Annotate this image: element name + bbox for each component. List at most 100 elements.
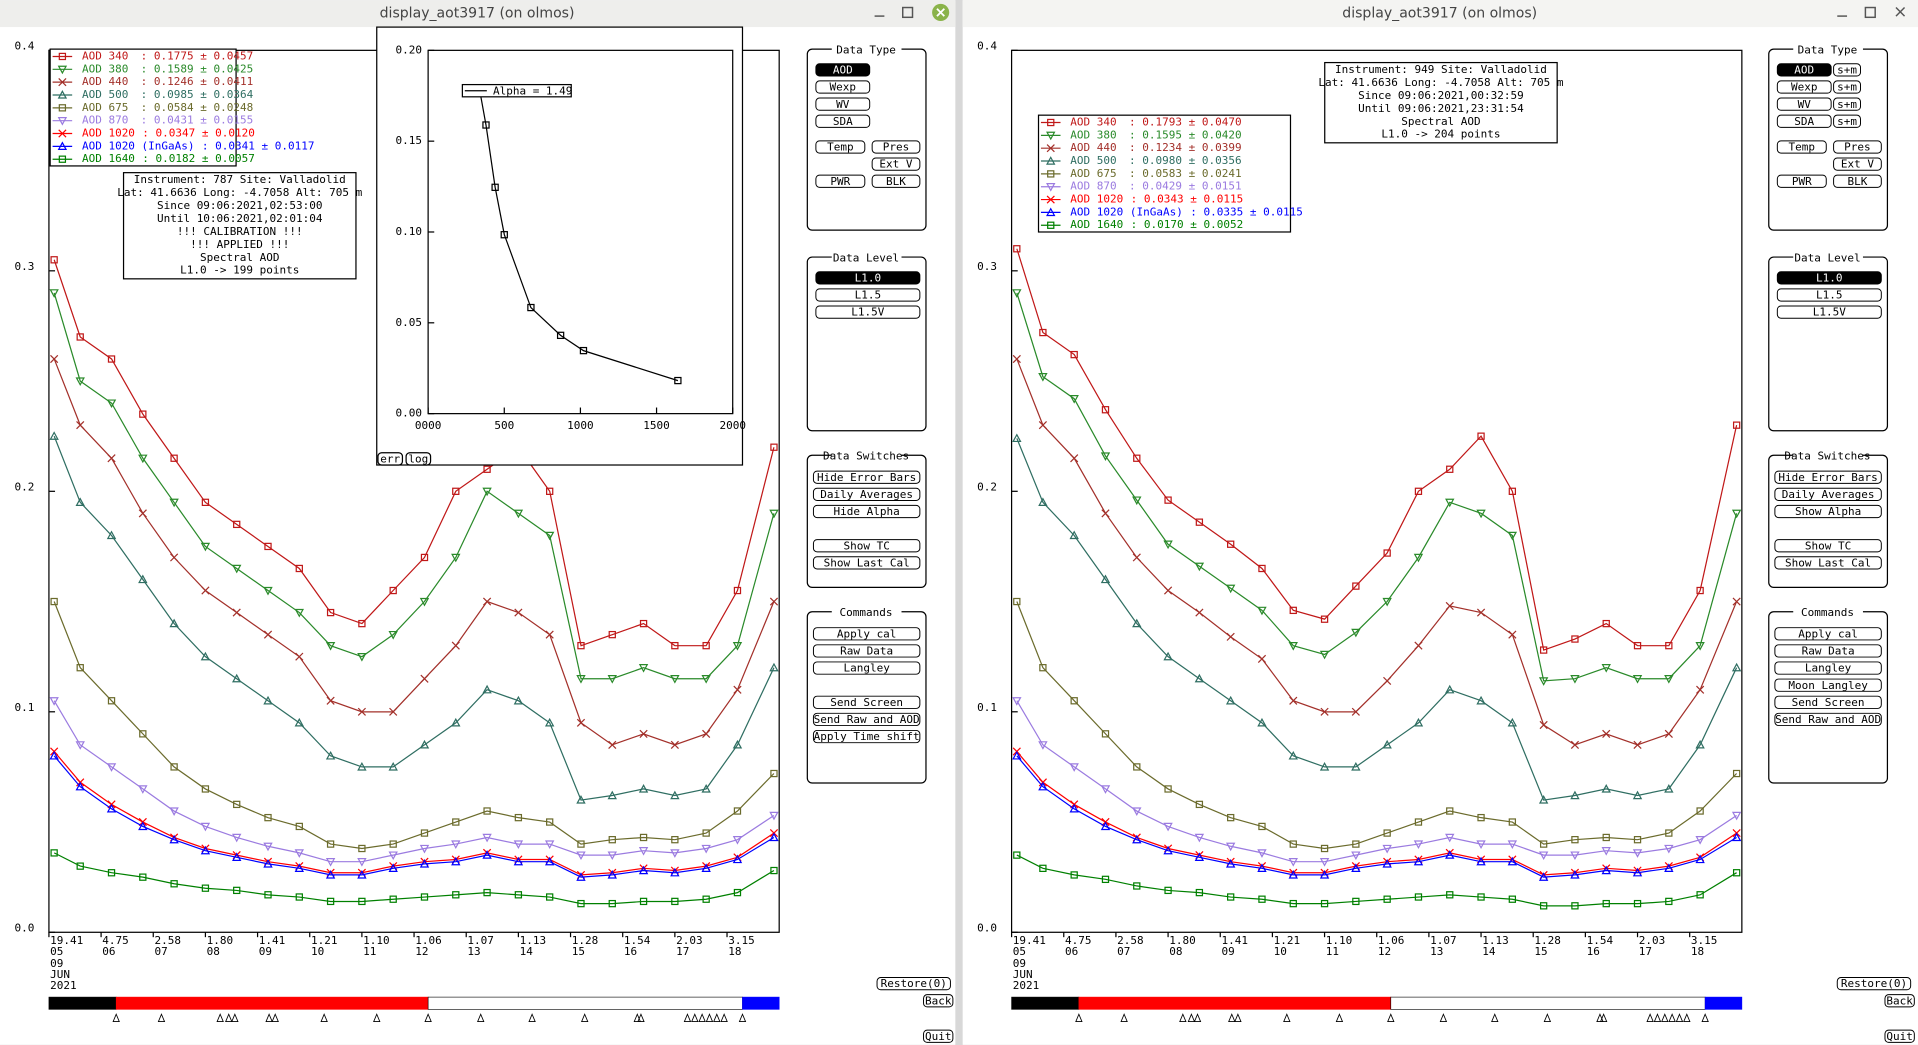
marker [1070, 871, 1078, 879]
marker [608, 836, 616, 844]
marker [452, 487, 460, 495]
marker [576, 851, 586, 861]
button[interactable] [812, 695, 921, 709]
button[interactable] [1833, 114, 1861, 128]
button[interactable] [812, 712, 921, 727]
button[interactable] [1776, 80, 1832, 94]
button[interactable] [815, 63, 871, 77]
x-tick-day: 06 [1065, 945, 1078, 958]
info-line: Spectral AOD [1401, 115, 1480, 128]
marker [1445, 850, 1455, 859]
button[interactable] [1776, 140, 1827, 154]
time-bar [115, 996, 429, 1010]
marker [1288, 870, 1298, 879]
button[interactable] [1774, 627, 1882, 641]
marker [1602, 899, 1610, 908]
button[interactable] [812, 729, 921, 744]
button[interactable] [1776, 271, 1882, 285]
button[interactable] [1774, 712, 1882, 727]
button[interactable] [815, 288, 921, 302]
button[interactable] [815, 271, 921, 285]
button[interactable] [1833, 174, 1882, 188]
button[interactable] [815, 97, 871, 111]
marker [139, 730, 147, 738]
button[interactable] [815, 140, 866, 154]
marker [451, 717, 461, 727]
marker [1445, 684, 1455, 694]
button[interactable] [812, 539, 921, 553]
marker [1382, 844, 1392, 854]
button[interactable] [815, 174, 866, 188]
marker [232, 564, 242, 574]
marker [1633, 641, 1642, 650]
time-marker [705, 1013, 714, 1022]
marker [1732, 421, 1741, 429]
button[interactable] [871, 174, 921, 188]
marker [1013, 245, 1021, 253]
button[interactable] [1884, 994, 1915, 1008]
button[interactable] [1774, 556, 1882, 570]
inset-button[interactable] [405, 452, 432, 466]
inset-button[interactable] [377, 452, 404, 466]
x-tick-label: 1.54 [1587, 934, 1614, 947]
marker [389, 840, 397, 848]
button[interactable] [1884, 1029, 1915, 1043]
button[interactable] [1774, 470, 1882, 484]
button-label: Send Screen [1792, 696, 1865, 709]
marker [1571, 635, 1579, 643]
button[interactable] [1774, 678, 1882, 692]
button[interactable] [812, 644, 921, 658]
marker [1320, 899, 1329, 908]
button[interactable] [812, 627, 921, 641]
info-box [1324, 61, 1558, 144]
button[interactable] [1836, 977, 1912, 991]
button[interactable] [812, 487, 921, 501]
button[interactable] [871, 140, 921, 154]
button[interactable] [1776, 97, 1832, 111]
button[interactable] [923, 994, 954, 1008]
button[interactable] [815, 114, 871, 128]
button-label: Show Alpha [1795, 505, 1861, 518]
button[interactable] [1776, 63, 1832, 77]
marker [607, 870, 617, 879]
button[interactable] [812, 470, 921, 484]
button[interactable] [1833, 63, 1861, 77]
button[interactable] [1776, 114, 1832, 128]
button[interactable] [1833, 97, 1861, 111]
button[interactable] [812, 556, 921, 570]
button[interactable] [1774, 644, 1882, 658]
x-tick-day: 15 [1534, 945, 1547, 958]
info-line: Instrument: 949 Site: Valladolid [1335, 63, 1547, 76]
marker [733, 807, 742, 815]
marker [1446, 891, 1454, 899]
legend-name: AOD 500 [82, 88, 128, 101]
button[interactable] [1774, 661, 1882, 675]
button[interactable] [1776, 305, 1882, 319]
button-label: Hide Alpha [834, 505, 900, 518]
button[interactable] [876, 977, 951, 991]
marker [1731, 811, 1742, 821]
button[interactable] [1774, 695, 1882, 709]
button[interactable] [1776, 288, 1882, 302]
button[interactable] [815, 80, 871, 94]
marker [1539, 840, 1548, 848]
button[interactable] [923, 1029, 954, 1043]
button[interactable] [812, 661, 921, 675]
marker [49, 431, 59, 440]
button[interactable] [812, 504, 921, 519]
button[interactable] [1776, 174, 1827, 188]
marker [1195, 800, 1204, 809]
button[interactable] [1774, 504, 1882, 519]
time-marker [1683, 1013, 1691, 1022]
button-label: Raw Data [840, 645, 893, 658]
button[interactable] [815, 305, 921, 319]
marker [1100, 452, 1111, 461]
button[interactable] [871, 157, 921, 171]
button[interactable] [1774, 539, 1882, 553]
button[interactable] [1774, 487, 1882, 501]
marker [1539, 720, 1548, 730]
button[interactable] [1833, 140, 1882, 154]
marker [770, 769, 778, 778]
button[interactable] [1833, 80, 1861, 94]
button[interactable] [1833, 157, 1882, 171]
